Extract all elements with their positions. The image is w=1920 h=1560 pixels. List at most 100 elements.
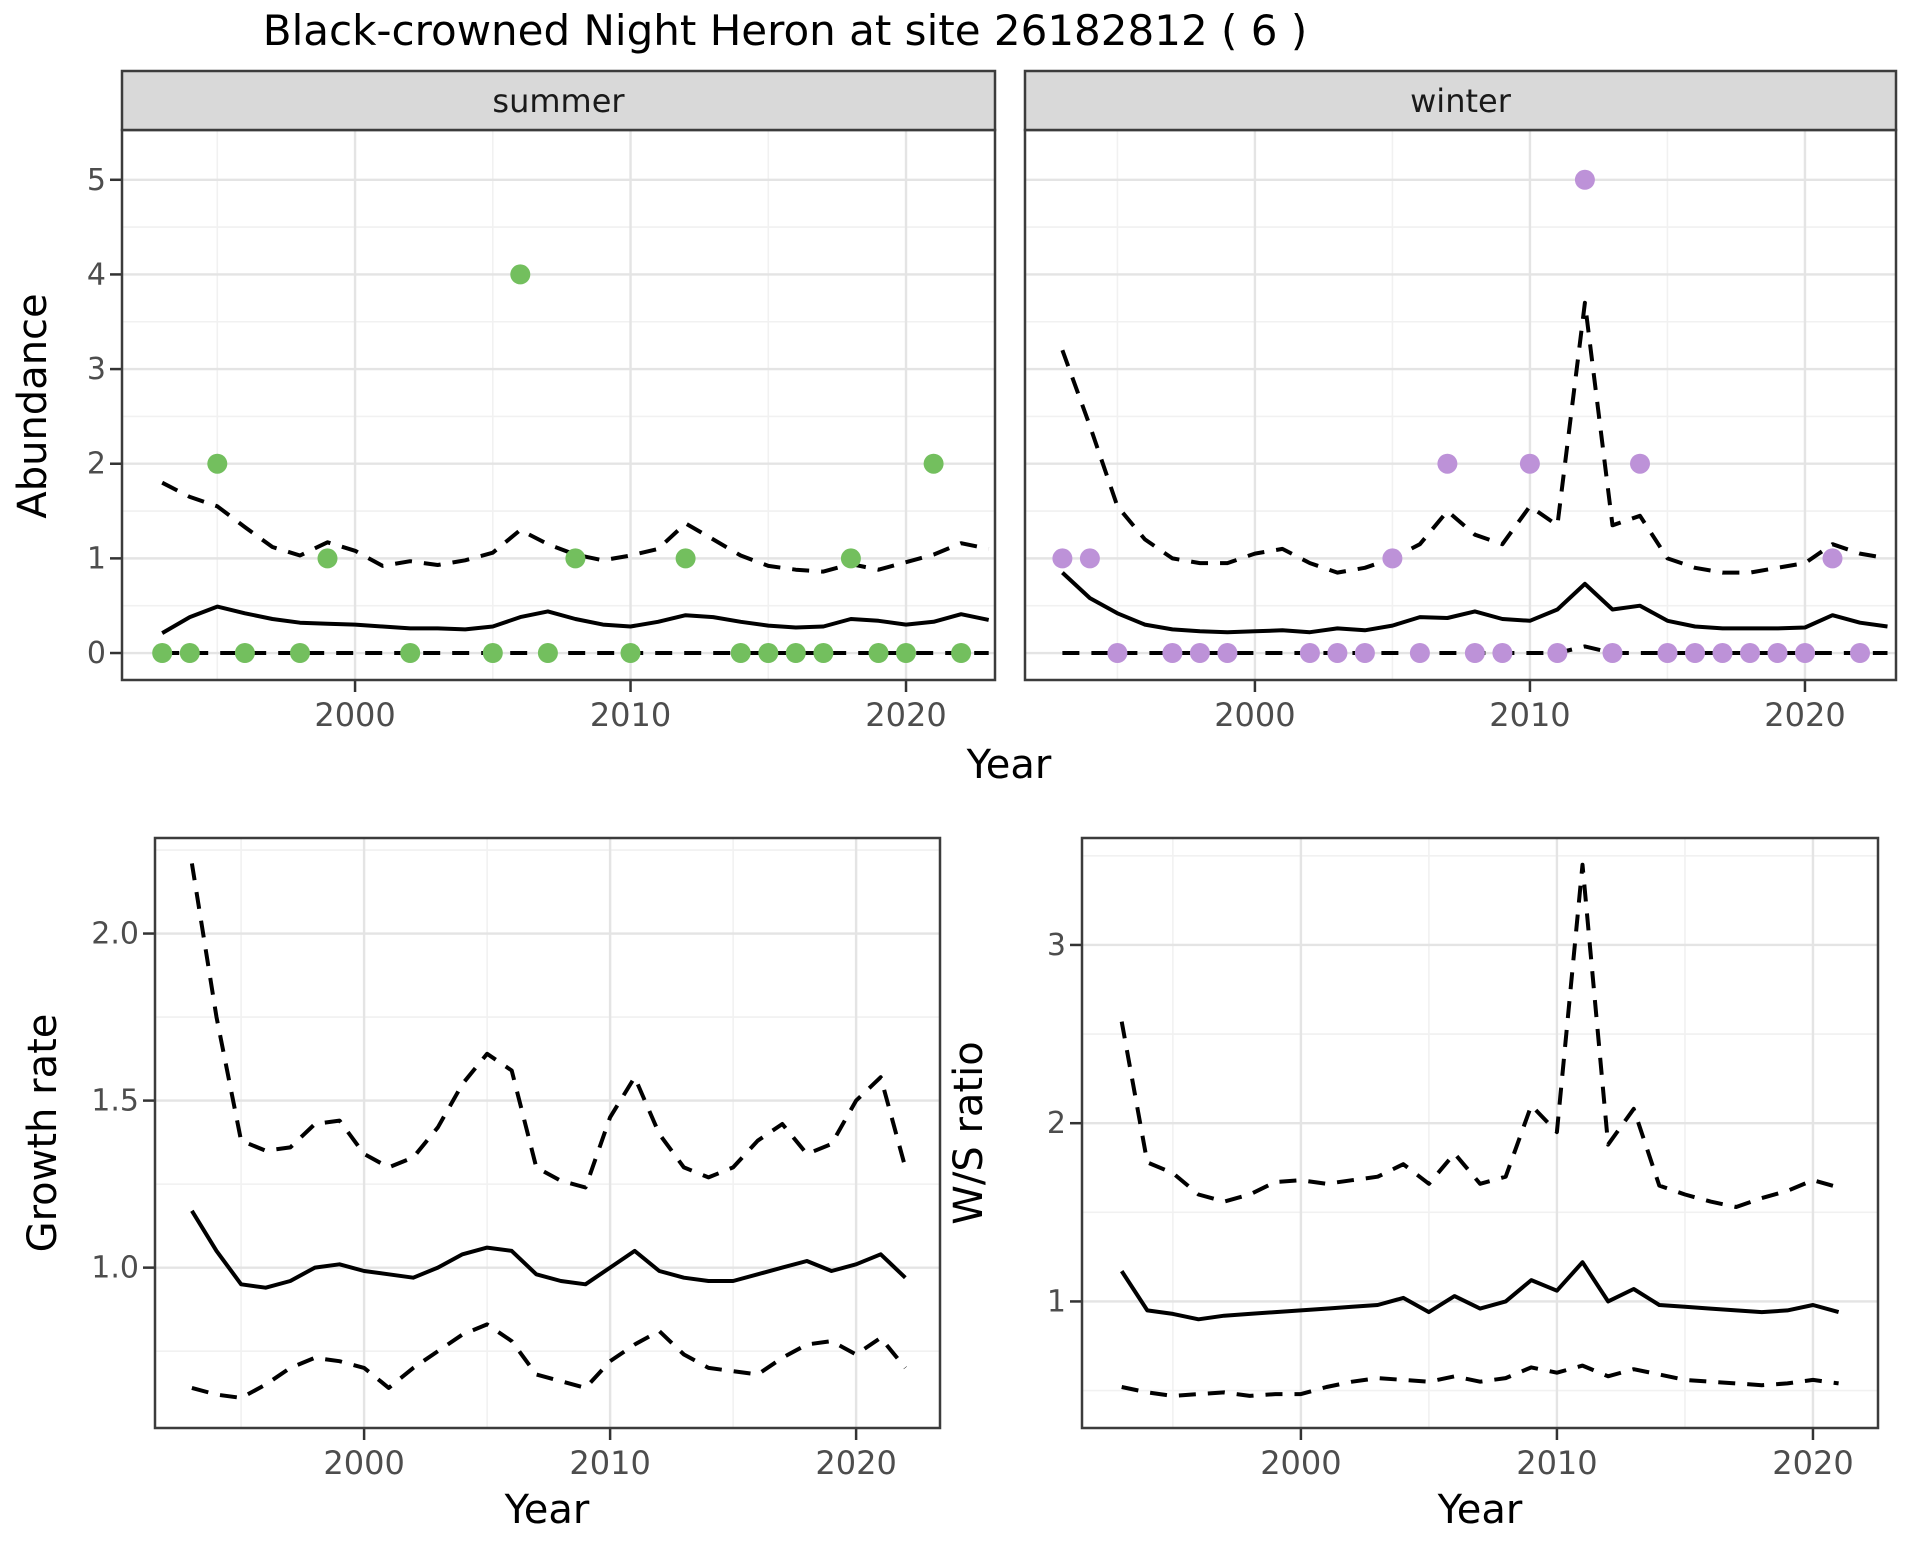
data-point (152, 643, 173, 663)
y-tick-label: 1.5 (91, 1084, 139, 1119)
y-tick-label: 3 (87, 352, 106, 387)
data-point (1795, 643, 1815, 663)
data-point (1657, 643, 1678, 663)
y-tick-label: 0 (87, 636, 106, 671)
data-point (1382, 548, 1403, 569)
x-tick-label: 2000 (314, 696, 395, 734)
axis-ticks: 2000 2010 2020 1.0 1.5 2.0 (91, 917, 897, 1482)
data-point (179, 643, 200, 663)
axis-ticks: 2000 2010 2020 (1214, 680, 1846, 734)
data-point (868, 643, 889, 663)
y-tick-label: 4 (87, 257, 106, 292)
axis-ticks: 2000 2010 2020 1 2 3 (1047, 928, 1854, 1482)
x-axis-title-year-top: Year (966, 742, 1052, 788)
data-point (565, 548, 586, 569)
lower-ci-line (1121, 1363, 1839, 1398)
data-point (1712, 643, 1733, 663)
gridlines-major (122, 130, 995, 680)
x-tick-label: 2020 (815, 1444, 896, 1482)
gridlines-minor (1082, 838, 1878, 1428)
x-tick-label: 2000 (1214, 696, 1295, 734)
data-point (510, 264, 531, 285)
y-tick-label: 3 (1047, 928, 1066, 963)
gridlines-minor (122, 130, 995, 680)
data-point (317, 548, 338, 569)
data-point (1492, 643, 1513, 663)
data-point (1547, 643, 1568, 663)
data-point (1767, 643, 1788, 663)
data-point (1217, 643, 1238, 663)
data-point (896, 643, 916, 663)
panel-ws_ratio: 2000 2010 2020 1 2 3 (1047, 836, 1880, 1482)
chart-title: Black-crowned Night Heron at site 261828… (263, 6, 1307, 55)
data-point (1740, 643, 1760, 663)
y-tick-label: 2.0 (91, 917, 139, 952)
data-point (207, 453, 228, 474)
axis-ticks: 2000 2010 2020 0 1 2 3 4 5 (87, 163, 947, 734)
facet-label-summer: summer (492, 82, 625, 120)
data-point (400, 643, 421, 663)
data-point (1409, 643, 1430, 663)
data-point (1189, 643, 1210, 663)
panel-growth_rate: 2000 2010 2020 1.0 1.5 2.0 (91, 836, 942, 1482)
panel-border (153, 836, 942, 1430)
x-tick-label: 2020 (865, 696, 946, 734)
data-point (1822, 548, 1843, 569)
gridlines-major (155, 838, 940, 1428)
x-tick-label: 2010 (1516, 1444, 1597, 1482)
upper-ci-line (189, 863, 908, 1190)
upper-ci-line (1060, 300, 1888, 575)
data-point (620, 643, 641, 663)
gridlines-minor (1025, 130, 1896, 680)
data-point (1464, 643, 1485, 663)
panel-abundance_summer: 2000 2010 2020 0 1 2 3 4 5 (87, 69, 997, 734)
data-points (152, 264, 972, 663)
data-point (1162, 643, 1183, 663)
x-tick-label: 2000 (323, 1444, 404, 1482)
data-point (1079, 548, 1100, 569)
data-point (813, 643, 834, 663)
facet-strip (120, 69, 997, 132)
facet-label-winter: winter (1410, 82, 1512, 120)
data-point (1107, 643, 1128, 663)
data-point (758, 643, 779, 663)
data-point (1052, 548, 1073, 569)
x-tick-label: 2010 (590, 696, 671, 734)
data-point (234, 643, 255, 663)
data-point (785, 643, 806, 663)
data-point (290, 643, 310, 663)
data-point (1574, 169, 1595, 190)
median-line (1061, 571, 1888, 635)
data-point (537, 643, 558, 663)
lower-ci-line (191, 1322, 907, 1400)
median-line (1120, 1260, 1840, 1322)
y-axis-title-abundance: Abundance (10, 293, 56, 518)
x-tick-label: 2020 (1764, 696, 1845, 734)
data-point (1327, 643, 1348, 663)
x-axis-title-year-growth: Year (504, 1487, 590, 1533)
data-point (1519, 453, 1540, 474)
y-axis-title-growth-rate: Growth rate (20, 1014, 66, 1253)
data-point (1602, 643, 1623, 663)
median-line (161, 604, 990, 635)
y-axis-title-ws-ratio: W/S ratio (946, 1041, 992, 1224)
x-tick-label: 2020 (1772, 1444, 1853, 1482)
facet-strip (1023, 69, 1898, 132)
panel-border (1080, 836, 1880, 1430)
data-point (1354, 643, 1375, 663)
x-tick-label: 2010 (569, 1444, 650, 1482)
data-point (1630, 453, 1650, 474)
upper-ci-line (1119, 862, 1840, 1209)
gridlines-minor (155, 838, 940, 1428)
data-point (675, 548, 696, 569)
data-point (1685, 643, 1705, 663)
panel-abundance_winter: 2000 2010 2020 (1023, 69, 1898, 734)
data-point (923, 453, 944, 474)
data-point (1299, 643, 1320, 663)
y-tick-label: 1.0 (91, 1251, 139, 1286)
data-points (1052, 169, 1870, 663)
x-tick-label: 2000 (1260, 1444, 1341, 1482)
